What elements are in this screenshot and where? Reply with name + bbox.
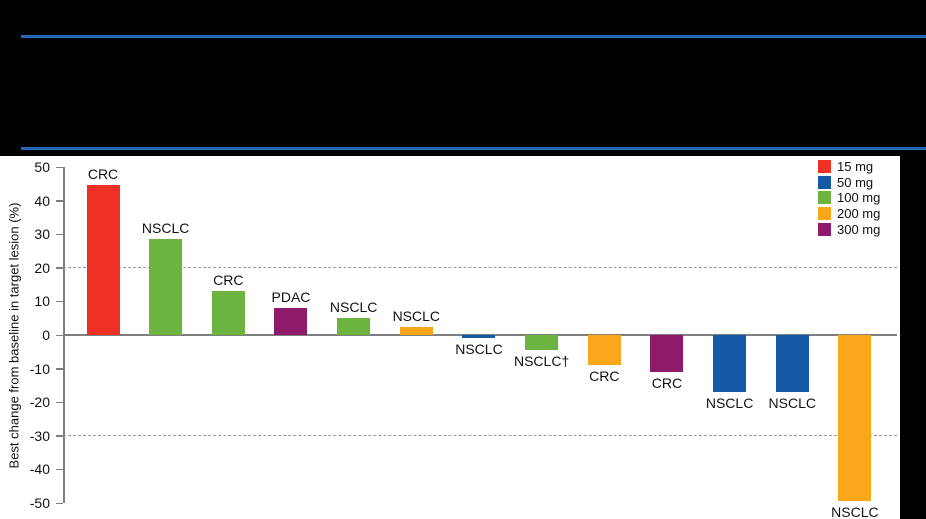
y-tick	[56, 435, 63, 437]
legend-swatch	[818, 207, 831, 221]
bar	[525, 335, 559, 351]
y-tick	[56, 233, 63, 236]
y-tick-label: -20	[29, 394, 50, 411]
bar	[399, 326, 433, 335]
chart-panel: Best change from baseline in target lesi…	[0, 156, 900, 519]
reference-line	[63, 434, 897, 436]
y-tick-label: 30	[34, 226, 50, 243]
y-tick-label: 50	[34, 159, 50, 175]
bar-label: NSCLC	[768, 395, 816, 412]
bar	[86, 185, 120, 335]
bar-label: NSCLC	[141, 220, 190, 237]
legend-item: 50 mg	[818, 175, 880, 191]
y-tick	[56, 401, 63, 404]
y-tick	[56, 502, 63, 504]
bar	[775, 335, 809, 393]
y-tick	[56, 300, 63, 303]
y-tick-label: -50	[29, 495, 50, 511]
y-tick	[56, 368, 63, 370]
y-tick	[56, 334, 63, 336]
legend-label: 15 mg	[837, 159, 874, 175]
y-tick	[56, 267, 63, 269]
bar	[462, 335, 496, 339]
reference-line	[63, 266, 897, 268]
legend-swatch	[818, 222, 831, 236]
y-tick-label: -40	[29, 461, 50, 478]
bar	[650, 335, 684, 372]
bar	[838, 335, 872, 502]
legend-item: 100 mg	[818, 190, 880, 206]
legend-label: 100 mg	[837, 190, 881, 206]
bar-label: NSCLC	[329, 299, 378, 316]
header-divider-line	[21, 147, 926, 150]
legend-item: 200 mg	[818, 206, 880, 222]
bar-label: PDAC	[271, 289, 311, 306]
y-tick	[56, 200, 63, 202]
bar-label: NSCLC†	[513, 353, 570, 370]
bar-label: NSCLC	[455, 341, 503, 358]
bar-label: CRC	[589, 368, 620, 385]
y-tick-label: -30	[29, 427, 50, 444]
bar	[211, 291, 245, 335]
bar-label: CRC	[87, 166, 119, 183]
top-divider-line	[21, 35, 926, 38]
legend-swatch	[818, 175, 831, 189]
bar	[337, 318, 371, 335]
legend-label: 200 mg	[837, 206, 881, 222]
bar	[274, 308, 308, 335]
legend-swatch	[818, 160, 831, 174]
bar-label: NSCLC	[831, 504, 879, 519]
bar	[713, 335, 747, 393]
bar	[149, 239, 183, 335]
y-tick-label: 20	[34, 259, 50, 276]
legend-item: 15 mg	[818, 159, 880, 175]
legend-item: 300 mg	[818, 221, 880, 237]
bar-label: NSCLC	[392, 307, 441, 324]
legend-label: 300 mg	[837, 221, 881, 237]
y-tick	[56, 468, 63, 471]
bar-label: CRC	[213, 272, 244, 289]
legend-swatch	[818, 191, 831, 205]
legend-label: 50 mg	[837, 174, 874, 190]
bar	[587, 335, 621, 366]
y-tick	[56, 166, 63, 168]
bar-label: CRC	[651, 374, 683, 391]
y-tick-label: -10	[29, 360, 50, 377]
bar-label: NSCLC	[705, 395, 754, 412]
y-tick-label: 40	[34, 192, 50, 209]
dose-legend: 15 mg 50 mg 100 mg 200 mg 300 mg	[818, 159, 880, 237]
y-tick-label: 0	[42, 327, 50, 343]
y-tick-label: 10	[34, 293, 50, 310]
